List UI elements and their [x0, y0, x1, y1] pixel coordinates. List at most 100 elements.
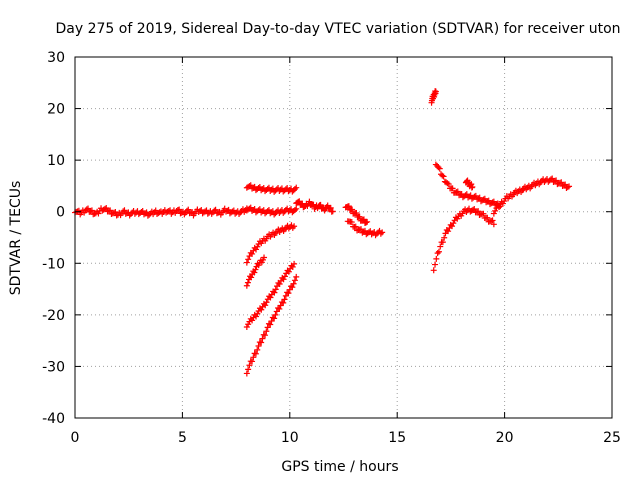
- data-point: [317, 201, 324, 208]
- data-point: [165, 208, 172, 215]
- data-point: [449, 223, 456, 230]
- axis-ticks: 0 5 10 15 20 25 -40 -30 -20 -10 0 10 20 30: [42, 50, 621, 446]
- data-point: [329, 208, 336, 215]
- data-point: [282, 292, 289, 299]
- data-point: [436, 165, 443, 172]
- data-point: [272, 286, 279, 293]
- data-point: [243, 282, 250, 289]
- data-point: [285, 290, 292, 297]
- data-point: [263, 299, 270, 306]
- data-point: [450, 220, 457, 227]
- data-point: [358, 226, 365, 233]
- data-point: [327, 204, 334, 211]
- data-point: [271, 211, 278, 218]
- data-point: [441, 234, 448, 241]
- data-point: [211, 207, 218, 214]
- data-point: [280, 276, 287, 283]
- data-point: [95, 210, 102, 217]
- data-point: [244, 279, 251, 286]
- data-point: [293, 205, 300, 212]
- data-point: [364, 218, 371, 225]
- data-point: [291, 260, 298, 267]
- data-point: [278, 299, 285, 306]
- data-point: [437, 243, 444, 250]
- data-point: [246, 362, 253, 369]
- data-point: [252, 266, 259, 273]
- y-axis-label: SDTVAR / TECUs: [8, 181, 24, 296]
- data-point: [480, 210, 487, 217]
- data-point: [107, 207, 114, 214]
- data-point: [290, 280, 297, 287]
- data-point: [349, 206, 356, 213]
- data-point: [291, 186, 298, 193]
- data-point: [271, 289, 278, 296]
- data-point: [280, 299, 287, 306]
- data-point: [249, 250, 256, 257]
- data-point: [306, 198, 313, 205]
- data-point: [262, 302, 269, 309]
- data-point: [189, 209, 196, 216]
- data-point: [489, 217, 496, 224]
- data-point: [262, 332, 269, 339]
- data-point: [267, 321, 274, 328]
- data-point: [359, 216, 366, 223]
- data-point: [352, 223, 359, 230]
- data-point: [430, 267, 437, 274]
- data-point: [445, 181, 452, 188]
- series-mid-8-10h: [243, 204, 300, 218]
- data-point: [111, 209, 118, 216]
- data-point: [492, 207, 499, 214]
- data-point: [120, 208, 127, 215]
- data-point: [252, 350, 259, 357]
- x-tick-label: 20: [496, 430, 514, 446]
- data-point: [186, 210, 193, 217]
- data-point: [363, 219, 370, 226]
- data-point: [261, 254, 268, 261]
- data-point: [348, 219, 355, 226]
- series-track-b-8-8.8h: [243, 254, 268, 289]
- data-point: [449, 185, 456, 192]
- data-point: [263, 328, 270, 335]
- data-point: [255, 342, 262, 349]
- x-tick-label: 15: [388, 430, 406, 446]
- data-point: [432, 88, 439, 95]
- data-point: [253, 246, 260, 253]
- data-point: [185, 206, 192, 213]
- data-point: [444, 180, 451, 187]
- data-point: [291, 277, 298, 284]
- data-point: [289, 263, 296, 270]
- data-point: [291, 223, 298, 230]
- data-point: [281, 296, 288, 303]
- data-point: [250, 314, 257, 321]
- data-point: [566, 183, 573, 190]
- plot-frame: [74, 56, 613, 419]
- data-point: [255, 240, 262, 247]
- data-points: [72, 88, 573, 377]
- grid-lines: [75, 57, 612, 418]
- data-point: [285, 268, 292, 275]
- data-point: [345, 203, 352, 210]
- data-point: [356, 213, 363, 220]
- data-point: [435, 164, 442, 171]
- data-point: [353, 209, 360, 216]
- x-axis-label: GPS time / hours: [281, 459, 398, 475]
- data-point: [296, 198, 303, 205]
- data-point: [83, 206, 90, 213]
- data-point: [152, 207, 159, 214]
- data-point: [251, 269, 258, 276]
- data-point: [243, 259, 250, 266]
- data-point: [268, 318, 275, 325]
- data-point: [187, 209, 194, 216]
- data-point: [176, 206, 183, 213]
- series-track-a-8-10.2h: [243, 222, 298, 266]
- data-point: [267, 294, 274, 301]
- data-point: [212, 206, 219, 213]
- data-point: [379, 229, 386, 236]
- data-point: [435, 248, 442, 255]
- data-point: [250, 247, 257, 254]
- x-tick-label: 10: [281, 430, 299, 446]
- series-track-i-18.3h: [462, 177, 476, 191]
- data-point: [454, 188, 461, 195]
- data-point: [293, 184, 300, 191]
